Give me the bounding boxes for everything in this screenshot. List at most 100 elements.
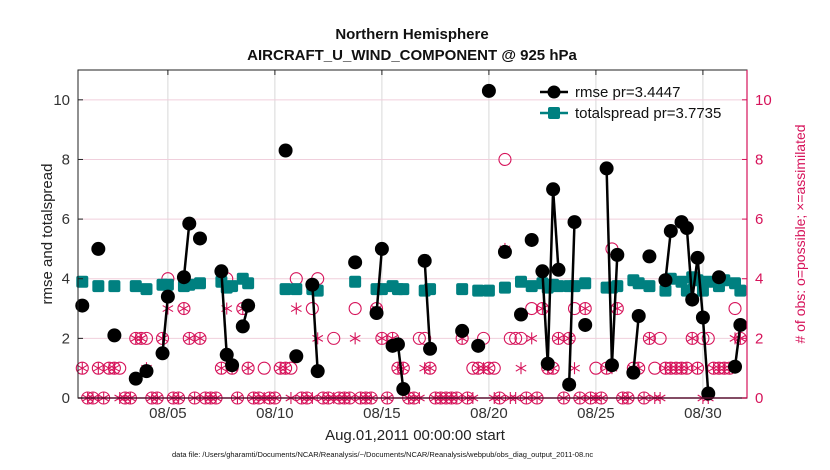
totalspread-point — [643, 280, 656, 293]
totalspread-point — [129, 280, 142, 293]
obs-assimilated-marker — [681, 362, 693, 375]
legend-rmse-marker — [547, 85, 561, 99]
totalspread-point — [552, 280, 565, 293]
asterisk-stroke — [215, 364, 227, 372]
asterisk-stroke — [290, 305, 302, 313]
rmse-point — [497, 244, 512, 259]
obs-possible-marker — [284, 361, 298, 375]
obs-assimilated-marker — [569, 362, 580, 375]
rmse-point — [369, 306, 384, 321]
rmse-line-segment — [375, 248, 384, 314]
obs-assimilated-marker — [708, 362, 720, 375]
rmse-point — [514, 307, 529, 322]
asterisk-stroke — [643, 334, 655, 342]
rmse-point — [481, 83, 496, 98]
legend: rmse pr=3.4447 totalspread pr=3.7735 — [540, 84, 721, 122]
obs-possible-marker — [589, 361, 603, 375]
asterisk-stroke — [526, 334, 538, 342]
totalspread-point — [568, 280, 581, 293]
obs-assimilated-marker — [563, 332, 575, 345]
rmse-point — [695, 310, 710, 325]
rmse-point — [235, 319, 250, 334]
y-tick-label: 0 — [62, 390, 70, 407]
obs-assimilated-marker — [194, 332, 206, 345]
obs-assimilated-marker — [92, 362, 104, 375]
asterisk-stroke — [103, 364, 115, 372]
data-file-footer: data file: /Users/gharamti/Documents/NCA… — [172, 450, 593, 459]
asterisk-stroke — [135, 334, 147, 342]
obs-assimilated-marker — [526, 332, 538, 345]
rmse-point — [631, 309, 646, 323]
asterisk-stroke — [563, 334, 575, 342]
rmse-line-segment — [567, 222, 576, 385]
rmse-line-segment — [733, 324, 742, 367]
x-axis-label: Aug.01,2011 00:00:00 start — [325, 427, 506, 444]
obs-assimilated-marker — [242, 362, 254, 375]
asterisk-stroke — [312, 334, 324, 342]
obs-assimilated-marker — [130, 332, 142, 345]
asterisk-stroke — [708, 364, 720, 372]
obs-assimilated-marker — [552, 332, 564, 345]
totalspread-point — [279, 283, 292, 296]
obs-possible-marker — [113, 361, 127, 375]
obs-possible-marker — [509, 331, 523, 345]
rmse-line-segment — [696, 257, 705, 318]
obs-assimilated-marker — [472, 362, 484, 375]
y-right-tick-label: 4 — [755, 271, 763, 288]
totalspread-point — [161, 278, 174, 291]
obs-assimilated-marker — [183, 332, 195, 345]
totalspread-point — [472, 284, 485, 297]
rmse-point — [551, 262, 566, 277]
obs-assimilated-marker — [108, 362, 120, 375]
rmse-point — [374, 241, 389, 256]
totalspread-point — [498, 281, 511, 294]
obs-assimilated-marker — [349, 332, 361, 345]
legend-rmse-label: rmse pr=3.4447 — [575, 84, 680, 101]
rmse-point — [75, 298, 90, 313]
rmse-point — [535, 264, 550, 279]
asterisk-stroke — [659, 364, 671, 372]
rmse-point — [289, 349, 304, 364]
rmse-point — [192, 231, 207, 246]
rmse-point — [567, 215, 582, 230]
obs-assimilated-marker — [424, 362, 436, 375]
obs-assimilated-marker — [692, 362, 704, 375]
asterisk-stroke — [734, 334, 746, 342]
x-tick-label: 08/30 — [684, 405, 722, 422]
rmse-line-segment — [423, 260, 432, 349]
rmse-point — [711, 270, 726, 285]
obs-possible-marker — [567, 301, 582, 316]
x-tick-label: 08/15 — [363, 405, 401, 422]
rmse-point — [219, 347, 234, 362]
totalspread-point — [140, 283, 153, 296]
obs-assimilated-marker — [274, 362, 286, 375]
rmse-point — [396, 382, 411, 397]
rmse-point — [182, 216, 197, 231]
asterisk-stroke — [130, 334, 142, 342]
rmse-point — [578, 317, 593, 332]
obs-assimilated-marker — [686, 332, 698, 345]
rmse-point — [471, 338, 486, 353]
obs-assimilated-marker — [676, 362, 687, 375]
rmse-point — [642, 249, 657, 264]
rmse-point — [348, 255, 363, 270]
rmse-point — [305, 277, 320, 292]
rmse-line-segment — [632, 315, 640, 373]
asterisk-stroke — [108, 364, 120, 372]
rmse-point — [604, 358, 619, 373]
totalspread-point — [515, 275, 528, 288]
obs-assimilated-marker — [643, 332, 655, 345]
rmse-point — [225, 358, 240, 373]
asterisk-stroke — [579, 305, 591, 313]
asterisk-stroke — [670, 364, 682, 372]
rmse-point — [423, 341, 438, 356]
rmse-line-segment — [311, 284, 319, 372]
totalspread-point — [579, 277, 592, 290]
obs-assimilated-marker — [718, 362, 730, 375]
rmse-line-segment — [541, 271, 550, 364]
obs-possible-marker — [648, 361, 662, 375]
y-tick-label: 8 — [62, 151, 70, 168]
ticks: 08/05 08/10 08/15 08/20 08/25 08/30 0 2 4 6 8 10 0 2 4… — [53, 70, 772, 422]
series-layer — [75, 83, 748, 401]
